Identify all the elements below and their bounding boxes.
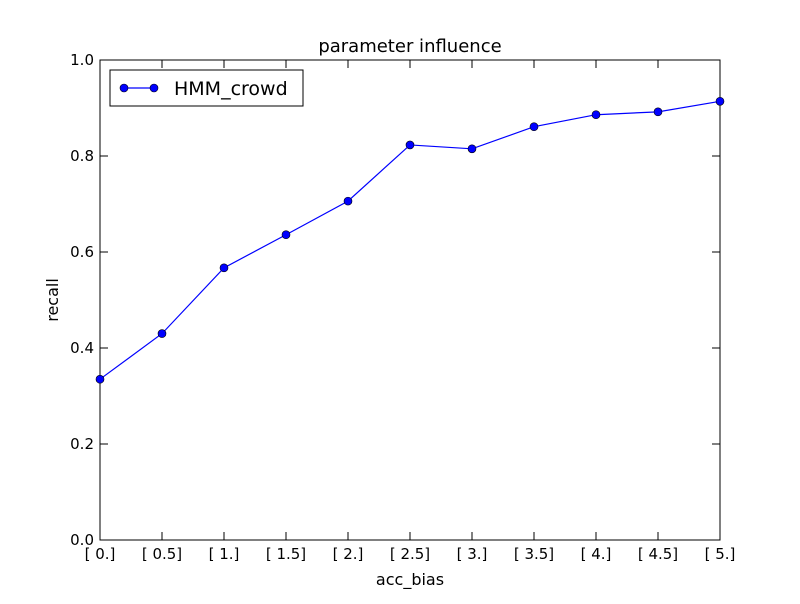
x-tick-label: [ 3.]	[457, 545, 488, 563]
y-tick-label: 0.8	[70, 147, 94, 165]
x-tick-label: [ 1.]	[209, 545, 240, 563]
y-tick-label: 0.0	[70, 531, 94, 549]
data-point	[343, 196, 353, 206]
x-tick-label: [ 2.5]	[390, 545, 430, 563]
data-point	[591, 110, 601, 120]
x-tick-label: [ 0.]	[85, 545, 116, 563]
y-axis-title: recall	[43, 278, 62, 322]
data-point	[715, 96, 725, 106]
legend-marker	[119, 83, 129, 93]
plot-area: [ 0.] [ 0.5] [ 1.] [ 1.5] [ 2.] [ 2.5] [ 3.] [ …	[70, 51, 735, 563]
data-point	[529, 122, 539, 132]
legend: HMM_crowd	[109, 69, 304, 107]
data-point	[95, 374, 105, 384]
plot-frame	[99, 59, 721, 541]
x-axis-title: acc_bias	[376, 570, 444, 590]
x-tick-label: [ 4.5]	[638, 545, 678, 563]
x-tick-label: [ 4.]	[581, 545, 612, 563]
data-point	[405, 140, 415, 150]
x-tick-label: [ 0.5]	[142, 545, 182, 563]
x-tick-label: [ 3.5]	[514, 545, 554, 563]
data-point	[653, 107, 663, 117]
y-tick-label: 0.2	[70, 435, 94, 453]
legend-marker	[149, 83, 159, 93]
data-point	[467, 144, 477, 154]
x-tick-label: [ 1.5]	[266, 545, 306, 563]
data-point	[281, 230, 291, 240]
x-tick-label: [ 5.]	[705, 545, 736, 563]
legend-label: HMM_crowd	[174, 78, 288, 100]
legend-box	[109, 69, 304, 107]
chart-title: parameter influence	[318, 36, 501, 57]
y-tick-label: 0.6	[70, 243, 94, 261]
data-point	[157, 329, 167, 338]
data-point	[219, 263, 229, 273]
y-tick-label: 0.4	[70, 339, 94, 357]
y-tick-label: 1.0	[70, 51, 94, 69]
x-tick-label: [ 2.]	[333, 545, 364, 563]
